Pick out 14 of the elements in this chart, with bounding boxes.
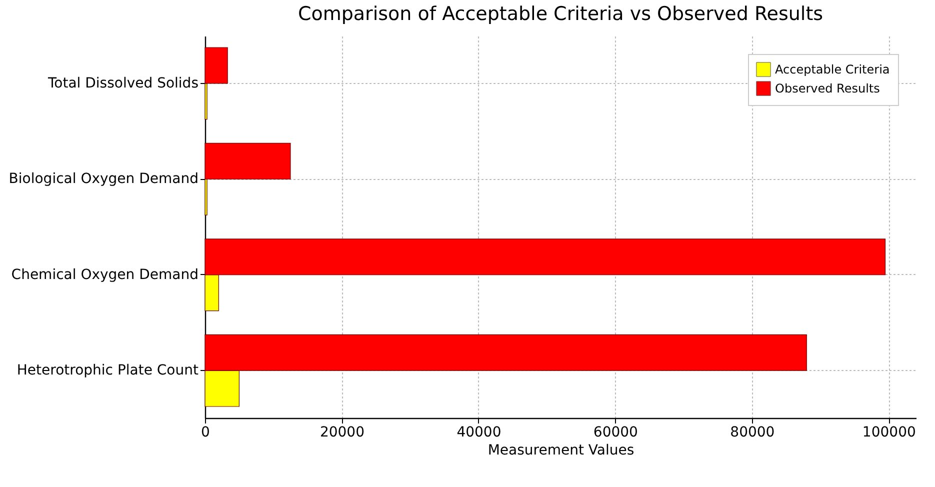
x-tick-label: 60000 <box>593 424 638 440</box>
chart-title: Comparison of Acceptable Criteria vs Observed Results <box>298 3 824 25</box>
x-tick-label: 20000 <box>320 424 365 440</box>
x-tick-label: 80000 <box>730 424 775 440</box>
y-tick-label: Chemical Oxygen Demand <box>11 266 198 283</box>
y-tick-label: Total Dissolved Solids <box>46 75 198 92</box>
legend-label: Observed Results <box>775 82 880 96</box>
x-axis-title: Measurement Values <box>488 442 634 458</box>
x-tick-label: 40000 <box>456 424 502 440</box>
y-tick-label: Heterotrophic Plate Count <box>16 362 199 379</box>
y-tick-label: Biological Oxygen Demand <box>8 171 198 188</box>
x-tick-label: 100000 <box>862 424 916 440</box>
x-tick-label: 0 <box>201 424 210 440</box>
legend-label: Acceptable Criteria <box>775 62 890 76</box>
